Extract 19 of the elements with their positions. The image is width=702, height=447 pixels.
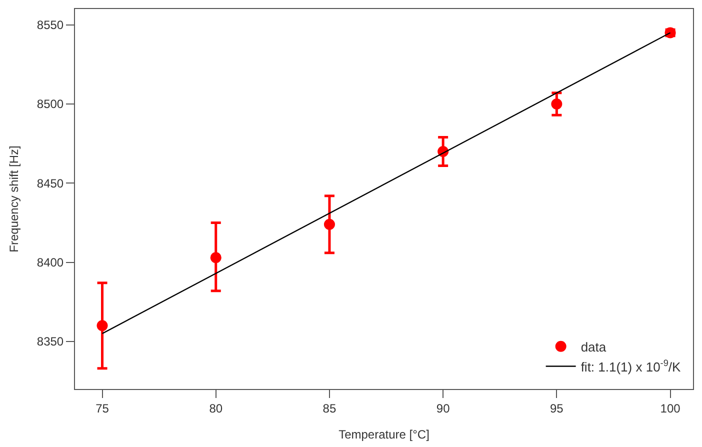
y-tick-label: 8350 [36, 334, 64, 349]
y-tick-label: 8400 [36, 256, 64, 270]
legend-label: data [580, 339, 607, 354]
x-tick-label: 95 [550, 401, 564, 416]
x-tick-label: 85 [322, 401, 336, 416]
y-axis-title: Frequency shift [Hz] [7, 146, 22, 252]
point [324, 218, 335, 230]
y-tick-label: 8450 [36, 176, 64, 190]
x-tick-label: 75 [96, 401, 110, 416]
point [96, 320, 108, 332]
x-tick-label: 80 [209, 401, 223, 416]
x-tick-label: 100 [660, 401, 681, 416]
y-tick-label: 8500 [36, 97, 64, 112]
y-tick-label: 8550 [36, 18, 64, 32]
x-tick-label: 90 [436, 401, 450, 416]
point [551, 98, 562, 110]
x-axis-title: Temperature [°C] [338, 427, 430, 442]
point [210, 252, 222, 264]
legend-label: fit: 1.1(1) x 10$^{-9}$/K [580, 358, 682, 374]
